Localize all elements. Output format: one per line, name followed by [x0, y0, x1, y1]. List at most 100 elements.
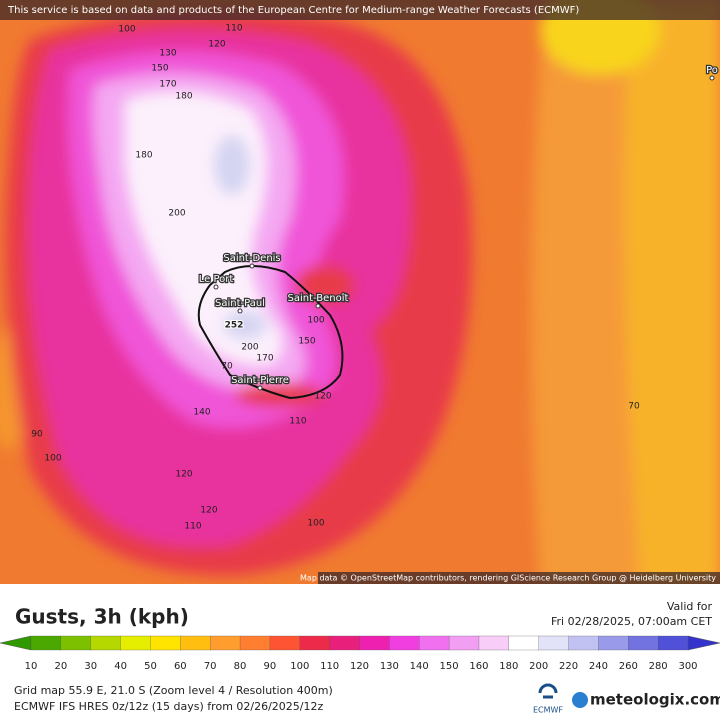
- colorbar-segment: [210, 635, 241, 651]
- city-dot: [257, 385, 263, 391]
- colorbar-segment: [120, 635, 152, 651]
- colorbar-segment: [389, 635, 420, 651]
- city-dot: [709, 75, 715, 81]
- city-dot: [213, 284, 219, 290]
- contour-label: 252: [225, 321, 244, 331]
- city-label: Saint-Denis: [223, 253, 280, 264]
- city-label: Po: [706, 65, 718, 76]
- valid-label: Valid for: [667, 600, 713, 613]
- city-label: Le Port: [199, 274, 234, 285]
- colorbar-tick: 110: [320, 661, 339, 672]
- colorbar-tick: 280: [649, 661, 668, 672]
- contour-label: 120: [208, 40, 225, 50]
- colorbar-arrow-left: [0, 635, 32, 651]
- contour-label: 180: [175, 92, 192, 102]
- city-dot: [249, 263, 255, 269]
- colorbar-segment: [299, 635, 331, 651]
- colorbar-segment: [538, 635, 570, 651]
- colorbar-segment: [478, 635, 510, 651]
- colorbar-tick: 130: [380, 661, 399, 672]
- contour-label: 70: [221, 362, 233, 372]
- contour-label: 180: [135, 151, 152, 161]
- colorbar-segment: [150, 635, 181, 651]
- colorbar-segment: [269, 635, 301, 651]
- contour-label: 120: [314, 392, 331, 402]
- colorbar-arrow-right: [687, 635, 720, 651]
- attribution: Map data © OpenStreetMap contributors, r…: [300, 574, 716, 583]
- colorbar-segment: [419, 635, 450, 651]
- colorbar-segment: [180, 635, 211, 651]
- colorbar-segment: [359, 635, 391, 651]
- brand-logo: [572, 692, 588, 708]
- colorbar-tick: 260: [619, 661, 638, 672]
- city-dot: [237, 308, 243, 314]
- field-220: [214, 135, 250, 195]
- colorbar-segment: [60, 635, 92, 651]
- colorbar-segment: [508, 635, 540, 651]
- map[interactable]: This service is based on data and produc…: [0, 0, 720, 584]
- city-dot: [315, 303, 321, 309]
- city-label: Saint-Paul: [215, 298, 265, 309]
- field-220b: [223, 311, 267, 339]
- contour-label: 120: [200, 506, 217, 516]
- colorbar-segment: [628, 635, 659, 651]
- colorbar-tick: 220: [559, 661, 578, 672]
- colorbar-segment: [448, 635, 480, 651]
- colorbar-tick: 150: [440, 661, 459, 672]
- colorbar-tick: 100: [290, 661, 309, 672]
- colorbar-tick: 200: [529, 661, 548, 672]
- contour-label: 110: [289, 417, 306, 427]
- colorbar-tick: 300: [678, 661, 697, 672]
- ecmwf-logo: [538, 683, 558, 699]
- colorbar-tick: 70: [204, 661, 217, 672]
- contour-label: 170: [256, 354, 273, 364]
- contour-label: 170: [159, 80, 176, 90]
- contour-label: 150: [298, 337, 315, 347]
- contour-label: 110: [225, 24, 242, 34]
- contour-label: 200: [168, 209, 185, 219]
- colorbar-tick: 90: [264, 661, 277, 672]
- colorbar-tick: 10: [25, 661, 38, 672]
- colorbar-segment: [90, 635, 122, 651]
- contour-label: 120: [175, 470, 192, 480]
- colorbar-tick: 60: [174, 661, 187, 672]
- contour-label: 90: [31, 430, 43, 440]
- grid-info: Grid map 55.9 E, 21.0 S (Zoom level 4 / …: [14, 684, 333, 697]
- colorbar-tick: 30: [84, 661, 97, 672]
- colorbar-tick: 240: [589, 661, 608, 672]
- model-info: ECMWF IFS HRES 0z/12z (15 days) from 02/…: [14, 700, 324, 713]
- brand[interactable]: meteologix.com: [590, 691, 720, 709]
- contour-label: 70: [628, 402, 640, 412]
- contour-label: 100: [118, 25, 135, 35]
- valid-time: Fri 02/28/2025, 07:00am CET: [551, 615, 712, 628]
- colorbar-tick: 40: [114, 661, 127, 672]
- banner: [0, 0, 720, 20]
- colorbar-tick: 80: [234, 661, 247, 672]
- colorbar-tick: 180: [499, 661, 518, 672]
- colorbar-segment: [598, 635, 629, 651]
- colorbar-segment: [568, 635, 600, 651]
- contour-label: 100: [44, 454, 61, 464]
- colorbar-tick: 120: [350, 661, 369, 672]
- ecmwf-text: ECMWF: [533, 706, 563, 715]
- contour-label: 100: [307, 316, 324, 326]
- gust-field: [0, 0, 720, 584]
- colorbar-tick: 160: [469, 661, 488, 672]
- contour-label: 200: [241, 343, 258, 353]
- colorbar-tick: 50: [144, 661, 157, 672]
- banner-text: This service is based on data and produc…: [7, 5, 579, 16]
- colorbar-tick: 20: [54, 661, 67, 672]
- colorbar-segment: [329, 635, 361, 651]
- contour-label: 100: [307, 519, 324, 529]
- attribution-bg: [318, 572, 720, 584]
- legend-title: Gusts, 3h (kph): [15, 605, 189, 629]
- colorbar-segment: [657, 635, 689, 651]
- colorbar-segment: [30, 635, 62, 651]
- field-70: [624, 0, 720, 584]
- contour-label: 130: [159, 49, 176, 59]
- contour-label: 140: [193, 408, 210, 418]
- colorbar-tick: 140: [410, 661, 429, 672]
- city-label: Saint-Pierre: [231, 375, 289, 386]
